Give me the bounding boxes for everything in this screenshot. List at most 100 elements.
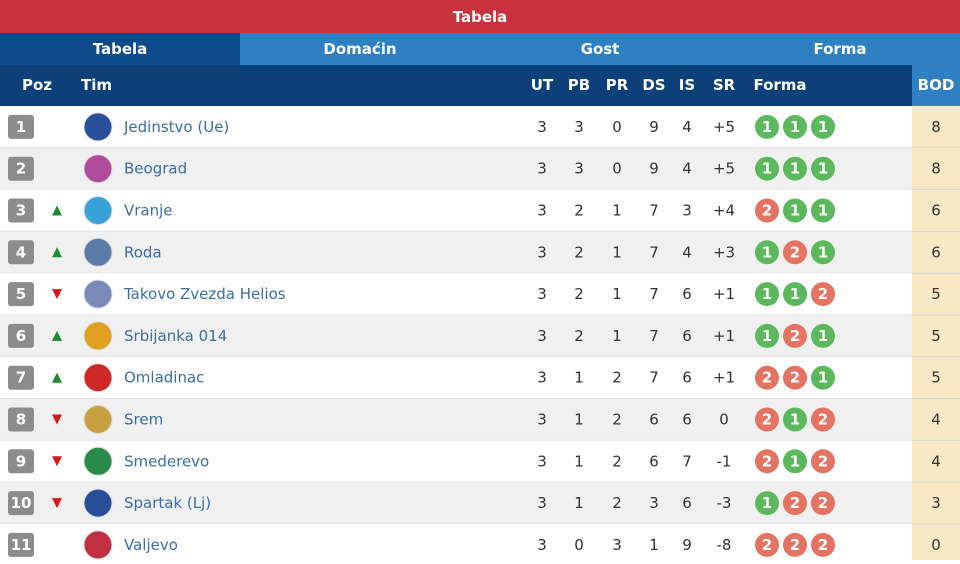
column-header: Tim	[81, 76, 112, 94]
form-result: 1	[790, 285, 800, 303]
stat-sr: +1	[713, 327, 735, 345]
stat-ut: 3	[537, 285, 547, 303]
stat-is: 7	[682, 452, 692, 470]
stat-ut: 3	[537, 369, 547, 387]
column-header: DS	[642, 76, 665, 94]
form-badge	[755, 114, 779, 139]
team-name[interactable]: Takovo Zvezda Helios	[123, 285, 286, 303]
trend-down	[52, 289, 62, 300]
form-badge	[755, 240, 779, 265]
stat-ds: 9	[649, 160, 659, 178]
stat-ut: 3	[537, 494, 547, 512]
position: 5	[16, 285, 26, 303]
stat-ds: 7	[649, 202, 659, 220]
stat-is: 9	[682, 536, 692, 554]
points: 4	[931, 452, 941, 470]
form-badge	[811, 491, 835, 516]
form-result: 1	[762, 327, 772, 345]
form-badge	[811, 407, 835, 432]
points: 8	[931, 118, 941, 136]
stat-ds: 7	[649, 243, 659, 261]
team-name[interactable]: Valjevo	[124, 536, 178, 554]
position: 4	[16, 243, 26, 261]
stat-ds: 7	[649, 327, 659, 345]
stat-pr: 2	[612, 494, 622, 512]
position: 2	[16, 160, 26, 178]
stat-sr: -8	[717, 536, 732, 554]
team-name[interactable]: Smederevo	[124, 452, 209, 470]
tab-label[interactable]: Gost	[581, 40, 620, 58]
team-logo	[83, 154, 113, 184]
team-name[interactable]: Omladinac	[124, 369, 204, 387]
form-result: 1	[790, 202, 800, 220]
team-logo	[83, 321, 113, 351]
header-bod	[912, 65, 960, 106]
form-result: 2	[762, 452, 772, 470]
form-result: 1	[790, 411, 800, 429]
form-result: 1	[762, 494, 772, 512]
stat-pb: 1	[574, 369, 584, 387]
stat-ds: 9	[649, 118, 659, 136]
form-result: 1	[818, 160, 828, 178]
stat-ut: 3	[537, 160, 547, 178]
trend-down	[52, 456, 62, 467]
form-badge	[755, 156, 779, 181]
stat-pr: 3	[612, 536, 622, 554]
team-name[interactable]: Beograd	[124, 160, 187, 178]
form-badge	[755, 449, 779, 474]
form-result: 2	[818, 536, 828, 554]
header-row	[0, 65, 912, 106]
stat-is: 6	[682, 411, 692, 429]
points: 8	[931, 160, 941, 178]
stat-ut: 3	[537, 411, 547, 429]
points: 5	[931, 369, 941, 387]
form-badge	[783, 240, 807, 265]
stat-ut: 3	[537, 327, 547, 345]
stat-ds: 3	[649, 494, 659, 512]
team-name[interactable]: Srem	[124, 411, 163, 429]
team-name[interactable]: Spartak (Lj)	[124, 494, 211, 512]
stat-ut: 3	[537, 243, 547, 261]
team-name[interactable]: Srbijanka 014	[124, 327, 227, 345]
form-badge	[755, 198, 779, 223]
position: 3	[16, 202, 26, 220]
team-name[interactable]: Jedinstvo (Ue)	[123, 118, 229, 136]
team-logo	[83, 530, 113, 560]
stat-pr: 2	[612, 369, 622, 387]
stat-sr: +5	[713, 160, 735, 178]
stat-pr: 2	[612, 411, 622, 429]
stat-sr: +1	[713, 285, 735, 303]
tab-active[interactable]	[0, 33, 240, 65]
form-badge	[811, 449, 835, 474]
stat-sr: +5	[713, 118, 735, 136]
form-result: 2	[790, 327, 800, 345]
form-badge	[755, 491, 779, 516]
position-badge	[8, 449, 34, 474]
column-header: Poz	[22, 76, 52, 94]
position-badge	[8, 282, 34, 307]
form-badge	[755, 365, 779, 390]
tab-label[interactable]: Tabela	[93, 40, 148, 58]
points: 6	[931, 243, 941, 261]
trend-down	[52, 498, 62, 509]
form-badge	[783, 156, 807, 181]
team-name[interactable]: Vranje	[124, 202, 173, 220]
trend-up	[52, 247, 62, 258]
stat-pb: 0	[574, 536, 584, 554]
form-result: 2	[790, 494, 800, 512]
form-result: 1	[762, 285, 772, 303]
form-badge	[755, 532, 779, 557]
position: 6	[16, 327, 26, 345]
title-bar	[0, 0, 960, 33]
form-result: 1	[790, 118, 800, 136]
stat-sr: +4	[713, 202, 735, 220]
form-result: 1	[762, 243, 772, 261]
tab-label[interactable]: Forma	[813, 40, 866, 58]
trend-up	[52, 330, 62, 341]
tab-label[interactable]: Domaćin	[323, 40, 396, 58]
form-badge	[755, 407, 779, 432]
points: 3	[931, 494, 941, 512]
team-name[interactable]: Roda	[124, 243, 162, 261]
stat-sr: -3	[717, 494, 732, 512]
